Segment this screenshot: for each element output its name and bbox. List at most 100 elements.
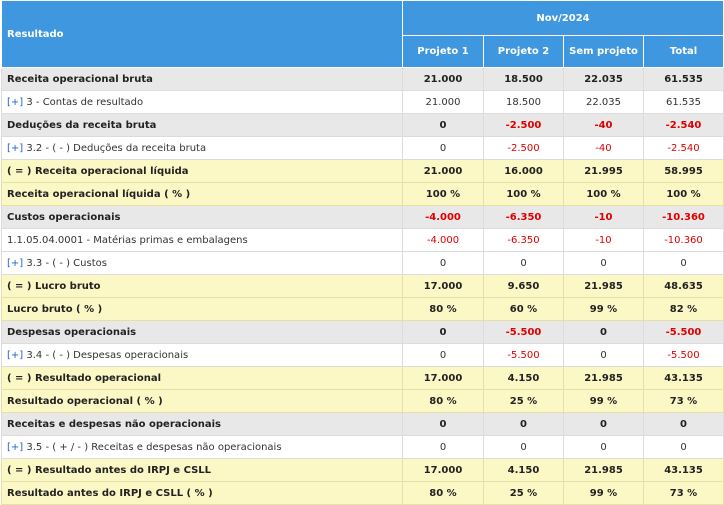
value-cell-total: 0 xyxy=(643,412,724,436)
value-cell-total: 73 % xyxy=(643,481,724,505)
table-row: Resultado operacional ( % ) 80 % 25 % 99 % 7… xyxy=(1,389,724,413)
row-label: 3 - Contas de resultado xyxy=(23,96,144,108)
expand-toggle[interactable]: [+] xyxy=(7,349,24,361)
value-cell-projeto-2: 18.500 xyxy=(483,90,564,114)
value-cell-sem-projeto: 0 xyxy=(563,251,644,275)
value-cell-projeto-2: 60 % xyxy=(483,297,564,321)
value-cell-projeto-1: 80 % xyxy=(402,481,484,505)
value-cell-total: 61.535 xyxy=(643,90,724,114)
row-label: ( = ) Resultado operacional xyxy=(7,372,161,384)
row-label-cell: Resultado antes do IRPJ e CSLL ( % ) xyxy=(1,481,403,505)
value-cell-sem-projeto: -40 xyxy=(563,136,644,160)
row-label: 3.4 - ( - ) Despesas operacionais xyxy=(23,349,189,361)
table-row[interactable]: [+] 3 - Contas de resultado 21.000 18.500 2… xyxy=(1,90,724,114)
value-cell-projeto-2: 4.150 xyxy=(483,366,564,390)
value-cell-projeto-2: -2.500 xyxy=(483,136,564,160)
value-cell-total: 48.635 xyxy=(643,274,724,298)
value-cell-sem-projeto: -10 xyxy=(563,228,644,252)
row-label: 3.3 - ( - ) Custos xyxy=(23,257,107,269)
row-label: 3.2 - ( - ) Deduções da receita bruta xyxy=(23,142,207,154)
row-label: ( = ) Receita operacional líquida xyxy=(7,165,189,177)
value-cell-total: -2.540 xyxy=(643,136,724,160)
value-cell-total: -2.540 xyxy=(643,113,724,137)
expand-toggle[interactable]: [+] xyxy=(7,441,24,453)
value-cell-projeto-1: 21.000 xyxy=(402,90,484,114)
value-cell-projeto-1: 17.000 xyxy=(402,366,484,390)
row-label-cell: [+] 3.3 - ( - ) Custos xyxy=(1,251,403,275)
table-row[interactable]: [+] 3.4 - ( - ) Despesas operacionais 0 -5… xyxy=(1,343,724,367)
value-cell-projeto-1: 17.000 xyxy=(402,274,484,298)
row-label: Lucro bruto ( % ) xyxy=(7,303,103,315)
table-row[interactable]: [+] 3.3 - ( - ) Custos 0 0 0 0 xyxy=(1,251,724,275)
value-cell-projeto-1: 0 xyxy=(402,251,484,275)
value-cell-sem-projeto: 100 % xyxy=(563,182,644,206)
value-cell-projeto-2: 0 xyxy=(483,251,564,275)
value-cell-projeto-1: 80 % xyxy=(402,297,484,321)
table-row[interactable]: [+] 3.5 - ( + / - ) Receitas e despesas … xyxy=(1,435,724,459)
row-label-cell: Custos operacionais xyxy=(1,205,403,229)
row-label-cell: [+] 3.2 - ( - ) Deduções da receita brut… xyxy=(1,136,403,160)
value-cell-sem-projeto: 99 % xyxy=(563,481,644,505)
value-cell-total: 58.995 xyxy=(643,159,724,183)
expand-toggle[interactable]: [+] xyxy=(7,257,24,269)
row-label: Resultado antes do IRPJ e CSLL ( % ) xyxy=(7,487,213,499)
value-cell-total: 0 xyxy=(643,251,724,275)
value-cell-sem-projeto: 0 xyxy=(563,435,644,459)
column-header-sem-projeto: Sem projeto xyxy=(563,35,644,68)
row-label: ( = ) Lucro bruto xyxy=(7,280,101,292)
resultado-header: Resultado xyxy=(1,0,403,68)
row-label-cell: Receitas e despesas não operacionais xyxy=(1,412,403,436)
table-body: Receita operacional bruta 21.000 18.500 22.… xyxy=(1,67,724,505)
value-cell-sem-projeto: 21.985 xyxy=(563,366,644,390)
value-cell-total: 43.135 xyxy=(643,366,724,390)
column-header-projeto-1: Projeto 1 xyxy=(402,35,484,68)
table-row: Receita operacional líquida ( % ) 100 % 10… xyxy=(1,182,724,206)
value-cell-sem-projeto: -40 xyxy=(563,113,644,137)
value-cell-projeto-1: 21.000 xyxy=(402,159,484,183)
row-label-cell: Resultado operacional ( % ) xyxy=(1,389,403,413)
value-cell-total: 100 % xyxy=(643,182,724,206)
value-cell-projeto-2: 100 % xyxy=(483,182,564,206)
row-label-cell: [+] 3.5 - ( + / - ) Receitas e despesas … xyxy=(1,435,403,459)
table-row: ( = ) Resultado antes do IRPJ e CSLL 17.0… xyxy=(1,458,724,482)
value-cell-projeto-2: -6.350 xyxy=(483,205,564,229)
value-cell-projeto-1: 21.000 xyxy=(402,67,484,91)
expand-toggle[interactable]: [+] xyxy=(7,142,24,154)
row-label: Receitas e despesas não operacionais xyxy=(7,418,221,430)
value-cell-sem-projeto: -10 xyxy=(563,205,644,229)
period-header: Nov/2024 xyxy=(402,0,724,36)
table-header: Resultado Nov/2024 Projeto 1 Projeto 2 S… xyxy=(1,0,724,68)
table-row[interactable]: [+] 3.2 - ( - ) Deduções da receita brut… xyxy=(1,136,724,160)
table-row: Custos operacionais -4.000 -6.350 -10 -10.36… xyxy=(1,205,724,229)
value-cell-projeto-1: -4.000 xyxy=(402,228,484,252)
value-cell-sem-projeto: 99 % xyxy=(563,389,644,413)
row-label: Custos operacionais xyxy=(7,211,121,223)
table-row: Resultado antes do IRPJ e CSLL ( % ) 80 %… xyxy=(1,481,724,505)
value-cell-projeto-1: 80 % xyxy=(402,389,484,413)
value-cell-projeto-1: 0 xyxy=(402,343,484,367)
expand-toggle[interactable]: [+] xyxy=(7,96,24,108)
table-row: Lucro bruto ( % ) 80 % 60 % 99 % 82 % xyxy=(1,297,724,321)
value-cell-projeto-1: 100 % xyxy=(402,182,484,206)
value-cell-projeto-2: 25 % xyxy=(483,481,564,505)
value-cell-projeto-1: 17.000 xyxy=(402,458,484,482)
value-cell-total: -5.500 xyxy=(643,343,724,367)
row-label-cell: Lucro bruto ( % ) xyxy=(1,297,403,321)
row-label: Deduções da receita bruta xyxy=(7,119,157,131)
value-cell-projeto-2: 0 xyxy=(483,435,564,459)
value-cell-sem-projeto: 21.985 xyxy=(563,458,644,482)
row-label: Despesas operacionais xyxy=(7,326,137,338)
value-cell-projeto-2: -2.500 xyxy=(483,113,564,137)
value-cell-projeto-2: 25 % xyxy=(483,389,564,413)
row-label-cell: ( = ) Resultado operacional xyxy=(1,366,403,390)
row-label-cell: ( = ) Resultado antes do IRPJ e CSLL xyxy=(1,458,403,482)
row-label: ( = ) Resultado antes do IRPJ e CSLL xyxy=(7,464,212,476)
row-label: Resultado operacional ( % ) xyxy=(7,395,163,407)
row-label-cell: [+] 3 - Contas de resultado xyxy=(1,90,403,114)
row-label: 3.5 - ( + / - ) Receitas e despesas não … xyxy=(23,441,282,453)
value-cell-total: 82 % xyxy=(643,297,724,321)
table-row: Receitas e despesas não operacionais 0 0 0 0 xyxy=(1,412,724,436)
table-row: ( = ) Resultado operacional 17.000 4.150 21… xyxy=(1,366,724,390)
value-cell-sem-projeto: 0 xyxy=(563,412,644,436)
